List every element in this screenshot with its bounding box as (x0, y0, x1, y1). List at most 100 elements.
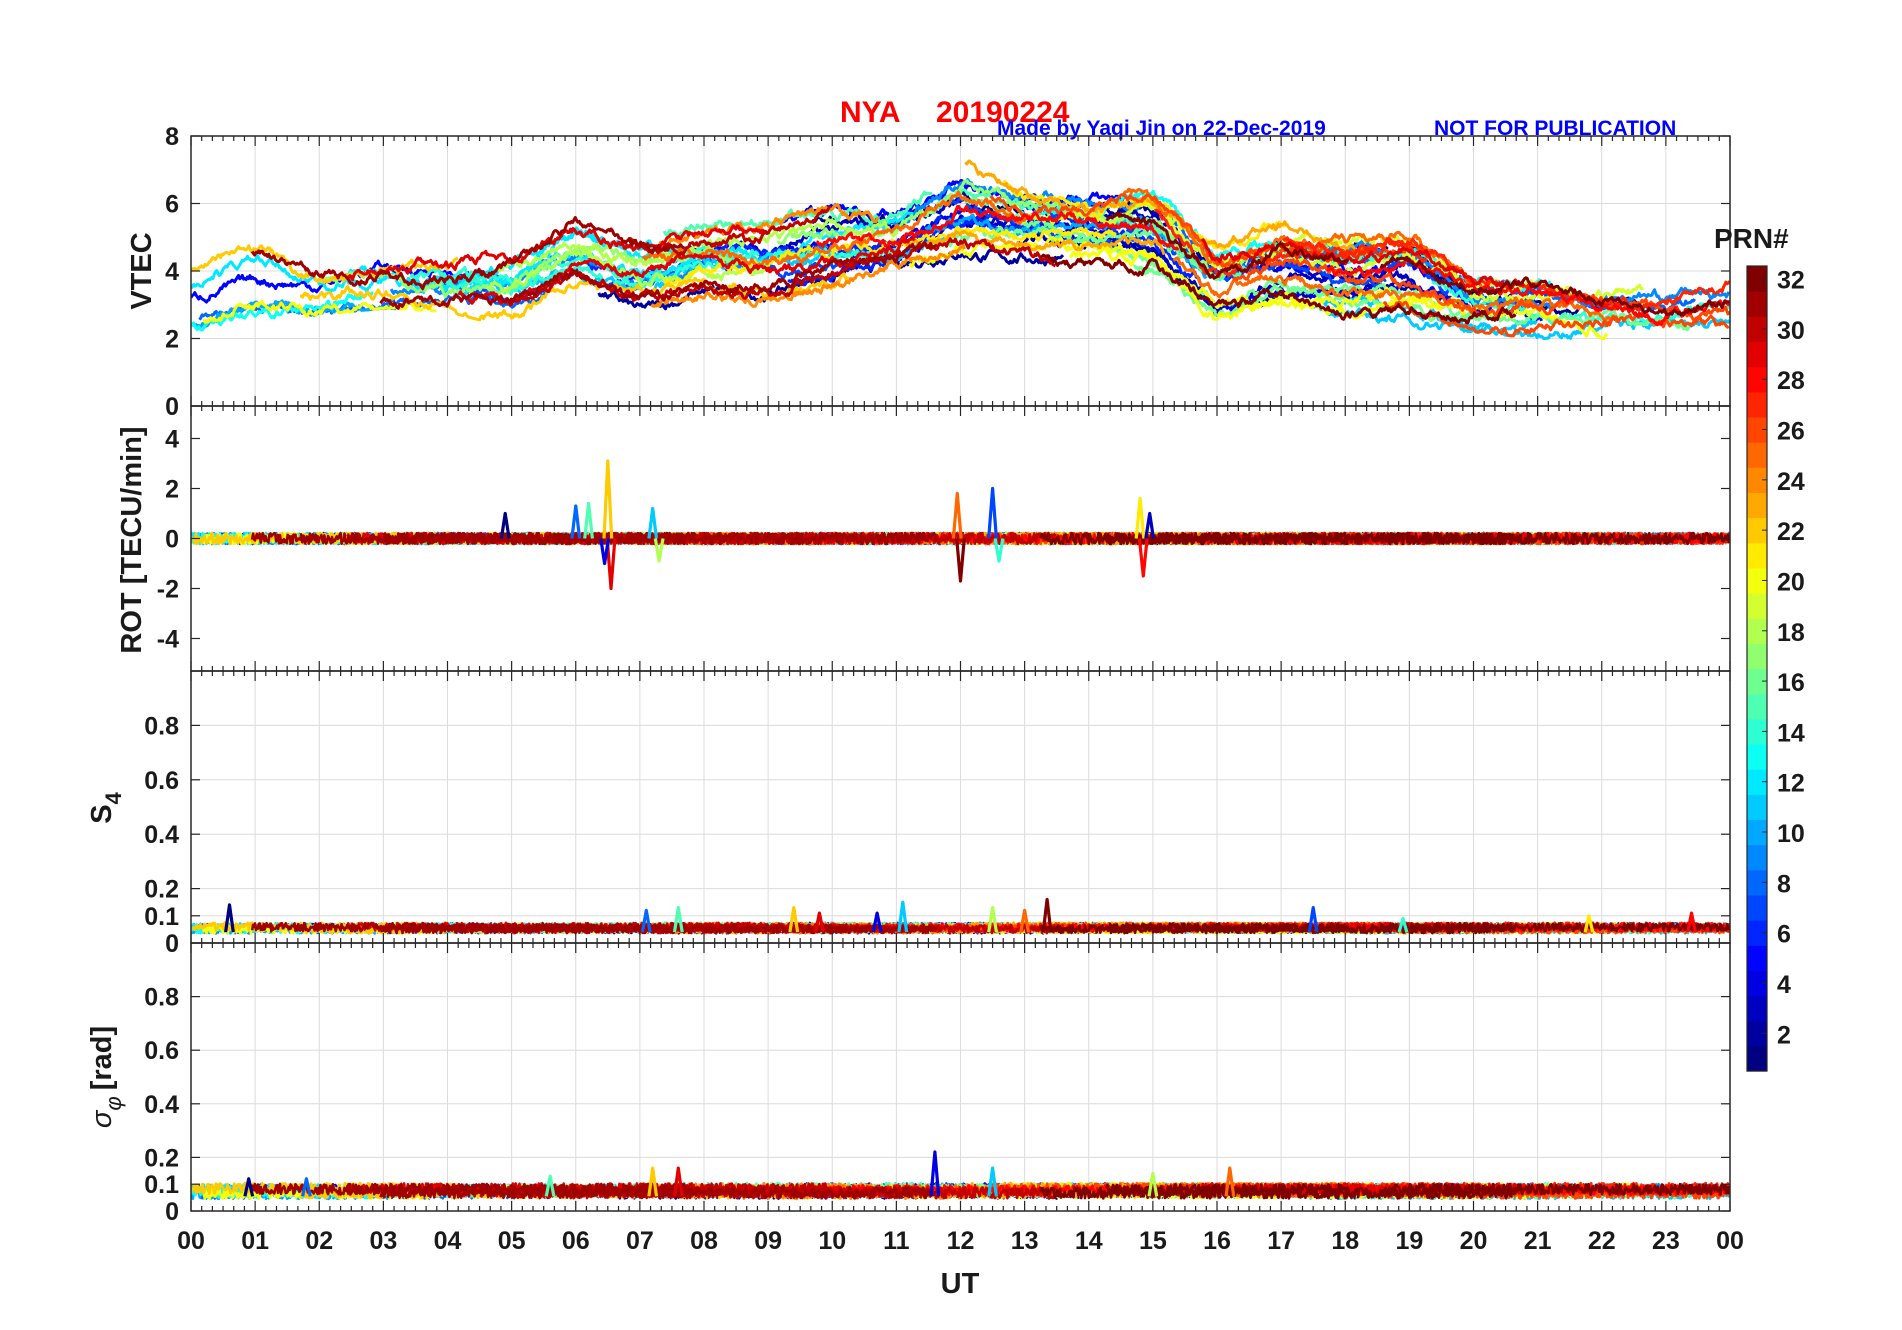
x-tick-label: 20 (1460, 1227, 1488, 1255)
y-tick-label: 4 (165, 258, 179, 286)
sigma-ylabel-sigma: σ (86, 1109, 118, 1128)
colorbar-segment (1747, 920, 1767, 946)
colorbar-tick-label: 22 (1777, 518, 1805, 546)
rot-traces (191, 459, 1730, 591)
sigma-ylabel: σφ [rad] (86, 1026, 126, 1128)
series-line (250, 921, 687, 933)
y-tick-label: 0.1 (144, 903, 179, 931)
colorbar-segment (1747, 819, 1767, 846)
vtec-series-line (191, 290, 374, 332)
vtec-series-line (662, 190, 933, 238)
spike-mark (897, 900, 909, 933)
y-tick-label: 0.6 (144, 767, 179, 795)
spike-mark (672, 1166, 684, 1197)
colorbar-segment (1747, 668, 1767, 695)
x-tick-label: 06 (562, 1227, 590, 1255)
colorbar-segment (1747, 718, 1767, 745)
x-tick-label: 08 (690, 1227, 718, 1255)
colorbar-tick-label: 6 (1777, 921, 1791, 949)
vtec-series-line (641, 190, 1028, 268)
colorbar-segment (1747, 970, 1767, 997)
spike-mark (647, 1166, 659, 1197)
panel-s4: 00.10.2 0.4 0.6 0.8 S4 (86, 670, 1731, 958)
colorbar-segment (1747, 341, 1767, 368)
colorbar-segment (1747, 769, 1767, 795)
y-tick-label: 6 (165, 191, 179, 219)
colorbar-segment (1747, 266, 1767, 292)
sigma-ylabel-sub: φ (101, 1096, 126, 1110)
x-tick-label: 01 (241, 1227, 269, 1255)
y-tick-label: 0.2 (144, 876, 179, 904)
y-tick-label: 4 (165, 426, 179, 454)
spike-mark (987, 486, 998, 539)
series-line (250, 531, 687, 546)
vtec-series-line (905, 229, 1166, 256)
y-tick-label: 8 (165, 123, 179, 151)
x-tick-label: 13 (1011, 1227, 1039, 1255)
x-tick-label: 19 (1395, 1227, 1423, 1255)
colorbar-segment (1747, 567, 1767, 594)
colorbar-segment (1747, 1020, 1767, 1047)
spike-mark (1019, 908, 1031, 933)
spike-mark (929, 1150, 941, 1197)
spike-mark (1686, 911, 1697, 933)
y-tick-label: 0 (165, 1198, 179, 1226)
rot-ylabel: ROT [TECU/min] (116, 426, 148, 653)
sigma-ylabel-unit: [rad] (86, 1026, 118, 1090)
spike-mark (955, 538, 966, 583)
series-line (1039, 923, 1517, 935)
y-tick-label: 0.1 (144, 1171, 179, 1199)
colorbar-segment (1747, 894, 1767, 921)
x-tick-label: 15 (1139, 1227, 1167, 1255)
vtec-series-line (1200, 238, 1526, 290)
y-tick-label: 0.8 (144, 984, 179, 1012)
x-tick-labels: 00 01 02 03 04 05 06 07 08 09 10 11 12 13 14 15 16 17 18 19… (177, 1227, 1744, 1255)
colorbar-segment (1747, 291, 1767, 317)
y-tick-label: 0.4 (144, 821, 179, 849)
colorbar-segment (1747, 542, 1767, 569)
spike-mark (653, 538, 665, 563)
vtec-traces (191, 159, 1730, 340)
vtec-series-line (508, 237, 1057, 307)
x-tick-label: 23 (1652, 1227, 1680, 1255)
colorbar-tick-label: 10 (1777, 820, 1805, 848)
s4-ylabel-main: S (86, 804, 118, 823)
y-tick-label: 0.8 (144, 712, 179, 740)
x-tick-label: 10 (818, 1227, 846, 1255)
colorbar-segment (1747, 995, 1767, 1022)
spike-mark (1137, 538, 1149, 578)
colorbar-segment (1747, 794, 1767, 821)
spike-mark (243, 1177, 255, 1197)
vtec-series-line (1232, 258, 1730, 322)
x-tick-label: 17 (1267, 1227, 1295, 1255)
colorbar-segment (1747, 618, 1767, 644)
y-tick-label: 0.6 (144, 1037, 179, 1065)
vtec-series-line (650, 243, 966, 308)
colorbar-tick-label: 12 (1777, 770, 1805, 798)
y-tick-label: 0.4 (144, 1091, 179, 1119)
spike-mark (987, 1166, 998, 1197)
spike-mark (871, 911, 883, 933)
colorbar-tick-label: 4 (1777, 971, 1791, 999)
colorbar-segment (1747, 869, 1767, 896)
colorbar-tick-label: 14 (1777, 719, 1805, 747)
spike-mark (1397, 916, 1409, 933)
s4-ylabel: S4 (86, 791, 126, 823)
vtec-series-line (1282, 236, 1730, 312)
colorbar-tick-label: 24 (1777, 468, 1805, 496)
x-tick-label: 21 (1524, 1227, 1552, 1255)
spike-mark (1041, 897, 1053, 933)
sigma-traces (191, 1150, 1730, 1201)
colorbar-frame (1746, 265, 1768, 1072)
x-tick-label: 00 (177, 1227, 205, 1255)
spike-mark (1144, 511, 1156, 539)
spike-mark (1134, 496, 1146, 539)
spike-mark (788, 906, 800, 933)
colorbar-segment (1747, 593, 1767, 619)
spike-mark (951, 491, 963, 539)
colorbar-tick-label: 20 (1777, 568, 1805, 596)
y-tick-label: -2 (157, 576, 179, 604)
vtec-series-line (1379, 255, 1730, 317)
vtec-series-line (1105, 211, 1349, 280)
colorbar-tick-label: 16 (1777, 669, 1805, 697)
